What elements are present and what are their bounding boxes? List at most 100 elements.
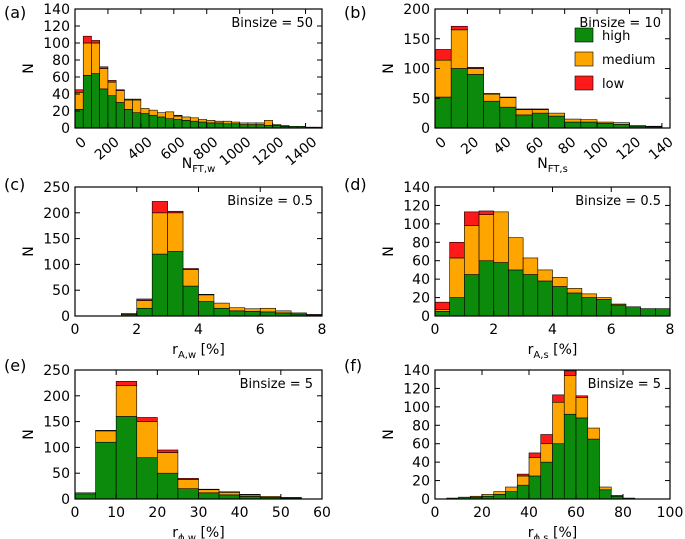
bar-high (528, 475, 542, 500)
bar-medium (239, 122, 249, 125)
bar-high (206, 122, 216, 129)
bar-medium (140, 108, 150, 114)
bar-low (107, 80, 117, 83)
bar-high (157, 116, 166, 129)
binsize-annotation: Binsize = 5 (588, 377, 661, 392)
bar-low (528, 452, 542, 458)
bar-high (587, 438, 600, 500)
bar-medium (259, 307, 276, 313)
bar-low (516, 473, 530, 477)
legend-swatch-low (574, 75, 594, 91)
plot-frame (74, 8, 323, 129)
bar-low (173, 114, 183, 117)
bar-medium (247, 122, 257, 125)
x-tick-label: 0 (433, 134, 450, 152)
bar-low (151, 201, 168, 214)
bar-medium (157, 112, 166, 118)
y-tick-label: 140 (43, 2, 70, 18)
x-axis-label: NFT,s (537, 156, 568, 175)
bar-medium (596, 297, 612, 300)
y-tick-label: 40 (412, 272, 430, 288)
bar-low (499, 96, 517, 98)
bar-low (115, 89, 125, 91)
x-tick-label: 50 (272, 505, 290, 521)
bar-high (552, 443, 565, 500)
x-tick-label: 20 (473, 505, 491, 521)
bar-low (136, 298, 153, 301)
panel-label: (d) (344, 175, 367, 194)
x-tick-label: 8 (666, 322, 675, 338)
x-tick-label: 4 (194, 322, 203, 338)
bar-low (434, 49, 452, 61)
bar-low (82, 35, 92, 44)
x-tick-label: 0 (73, 134, 90, 152)
bar-medium (165, 111, 175, 119)
bar-medium (563, 375, 577, 415)
x-axis-label: NFT,w (182, 156, 216, 175)
bar-high (499, 106, 517, 129)
binsize-annotation: Binsize = 10 (579, 16, 661, 31)
x-tick-label: 60 (567, 505, 585, 521)
y-axis-label: N (381, 246, 397, 256)
bar-medium (151, 212, 168, 255)
bar-medium (218, 491, 240, 496)
bar-medium (173, 115, 183, 120)
bar-high (599, 489, 612, 500)
bar-high (483, 100, 501, 129)
bar-medium (136, 421, 158, 459)
panel-label: (e) (4, 356, 26, 375)
bar-medium (464, 225, 480, 275)
legend-swatch-medium (574, 51, 594, 67)
bar-low (136, 417, 158, 422)
bar-high (625, 306, 641, 317)
bar-low (198, 294, 215, 296)
bar-medium (599, 486, 612, 491)
x-tick-label: 0 (71, 322, 80, 338)
x-tick-label: 1000 (217, 134, 255, 169)
bar-low (177, 478, 199, 480)
bar-medium (74, 492, 96, 495)
bar-medium (450, 29, 468, 69)
bar-high (107, 95, 117, 129)
bar-low (483, 93, 501, 95)
bar-high (231, 123, 240, 129)
bar-high (222, 123, 232, 129)
binsize-annotation: Binsize = 5 (240, 377, 313, 392)
bar-medium (198, 489, 220, 494)
bar-high (563, 413, 577, 500)
bar-medium (580, 119, 598, 123)
bar-high (540, 461, 553, 500)
bar-medium (596, 121, 614, 124)
y-tick-label: 50 (52, 283, 70, 299)
bar-high (95, 441, 117, 500)
bar-low (515, 108, 533, 110)
bar-low (124, 98, 133, 101)
bar-medium (82, 42, 92, 76)
bar-high (478, 260, 495, 317)
legend-label-medium: medium (602, 53, 655, 68)
x-tick-label: 0 (431, 322, 440, 338)
bar-low (132, 98, 142, 101)
x-tick-label: 200 (92, 134, 123, 163)
bar-low (239, 494, 261, 496)
bar-medium (548, 112, 565, 117)
bar-low (182, 268, 199, 270)
bar-high (575, 417, 589, 500)
x-tick-label: 0 (71, 505, 80, 521)
x-tick-label: 60 (523, 134, 547, 158)
bar-medium (136, 300, 153, 309)
bar-high (505, 491, 518, 500)
bar-low (434, 301, 450, 310)
bar-medium (581, 293, 597, 298)
bar-medium (148, 109, 158, 116)
bar-high (189, 120, 199, 129)
bar-high (115, 416, 138, 500)
bar-medium (124, 99, 133, 110)
bar-medium (575, 397, 589, 419)
bar-medium (483, 93, 501, 102)
x-tick-label: 20 (148, 505, 166, 521)
y-tick-label: 250 (43, 180, 70, 196)
bar-medium (290, 312, 307, 315)
